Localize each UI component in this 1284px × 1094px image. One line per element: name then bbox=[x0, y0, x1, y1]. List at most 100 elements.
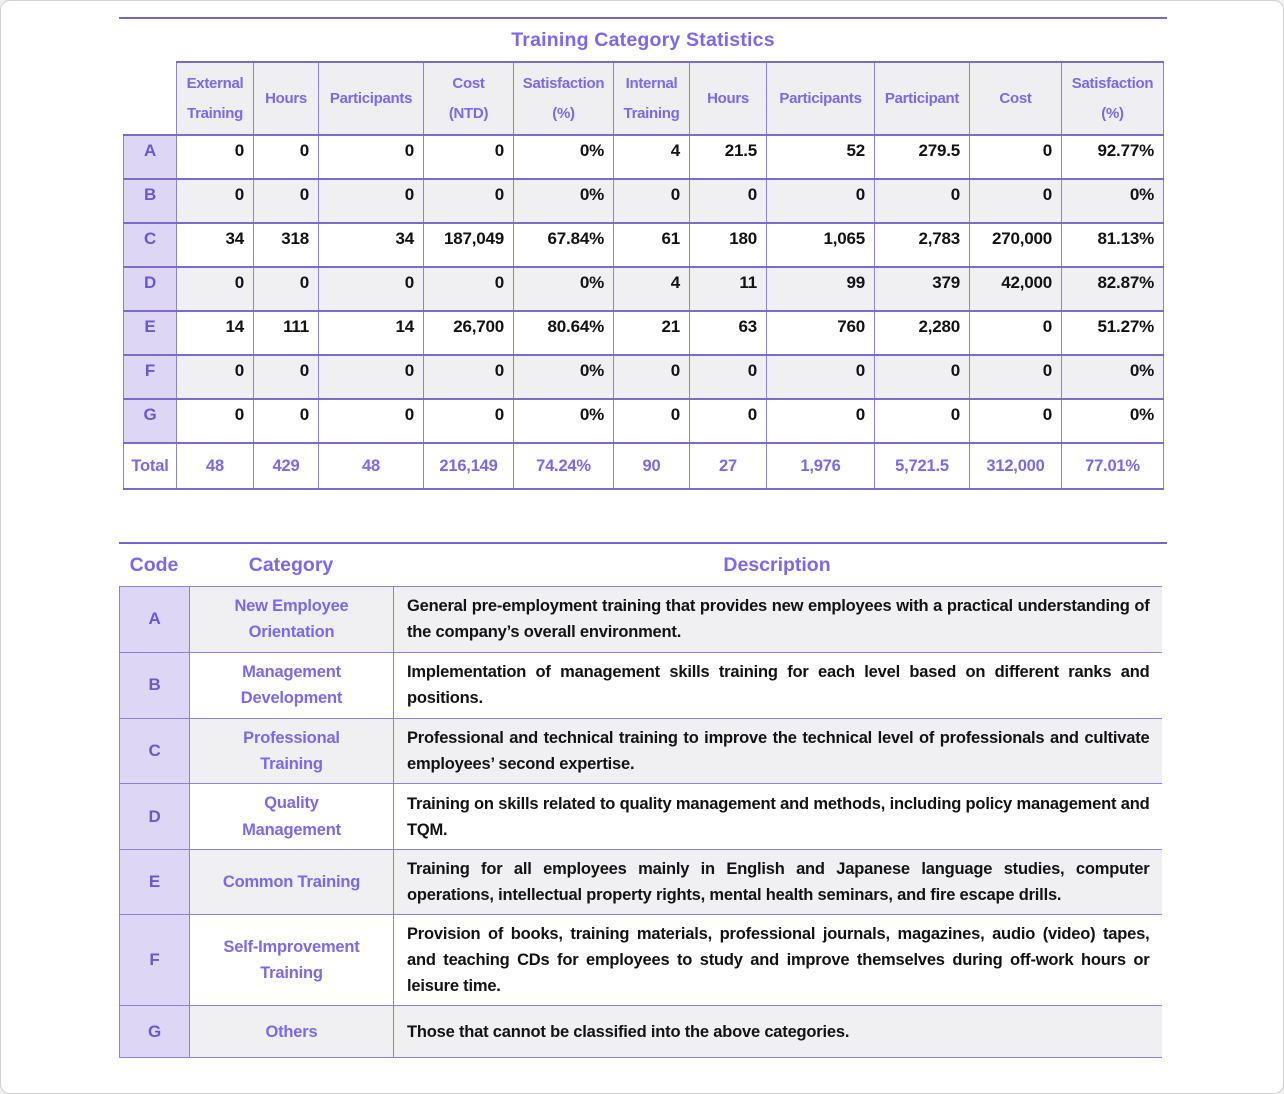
stats-cell: 0 bbox=[423, 178, 514, 224]
stats-cell: 0 bbox=[874, 178, 970, 224]
category-row: E Common Training Training for all employe… bbox=[119, 849, 1162, 916]
stats-cell: 0% bbox=[1061, 398, 1164, 444]
categories-header-code: Code bbox=[129, 553, 179, 576]
stats-cell: 0 bbox=[253, 178, 319, 224]
stats-row-label: C bbox=[123, 222, 177, 268]
category-row: G Others Those that cannot be classified i… bbox=[119, 1005, 1162, 1059]
stats-row-label: D bbox=[123, 266, 177, 312]
stats-cell: 111 bbox=[253, 310, 319, 356]
stats-header-cell: Participant bbox=[874, 61, 970, 136]
stats-cell: 52 bbox=[766, 134, 875, 180]
stats-header-cell: Participants bbox=[318, 61, 424, 136]
stats-cell: 0 bbox=[969, 178, 1062, 224]
stats-row: F 0 0 0 0 0% 0 0 0 0 0 0% bbox=[123, 354, 1164, 400]
stats-row: C 34 318 34 187,049 67.84% 61 180 1,065 2,783 270,… bbox=[123, 222, 1164, 268]
category-code-cell: C bbox=[119, 717, 190, 785]
category-description-cell: Implementation of management skills trai… bbox=[393, 651, 1162, 719]
category-description-cell: Training for all employees mainly in Eng… bbox=[393, 849, 1162, 916]
section-divider bbox=[119, 542, 1167, 544]
stats-total-cell: 1,976 bbox=[766, 442, 875, 490]
stats-cell: 0 bbox=[253, 266, 319, 312]
stats-row: G 0 0 0 0 0% 0 0 0 0 0 0% bbox=[123, 398, 1164, 444]
stats-cell: 270,000 bbox=[969, 222, 1062, 268]
stats-cell: 0 bbox=[318, 398, 424, 444]
stats-cell: 14 bbox=[318, 310, 424, 356]
stats-table: External Training Hours Participants Cost (NT… bbox=[123, 61, 1164, 490]
stats-header-cell: Cost bbox=[969, 61, 1062, 136]
stats-cell: 0 bbox=[689, 398, 767, 444]
stats-cell: 0 bbox=[689, 354, 767, 400]
stats-cell: 1,065 bbox=[766, 222, 875, 268]
stats-row-label: E bbox=[123, 310, 177, 356]
stats-header-row: External Training Hours Participants Cost (NT… bbox=[123, 61, 1164, 136]
stats-row: B 0 0 0 0 0% 0 0 0 0 0 0% bbox=[123, 178, 1164, 224]
stats-cell: 81.13% bbox=[1061, 222, 1164, 268]
stats-header-cell: Cost (NTD) bbox=[423, 61, 514, 136]
categories-header: Code Category Description bbox=[119, 544, 1167, 586]
stats-row-label: G bbox=[123, 398, 177, 444]
stats-total-cell: 216,149 bbox=[423, 442, 514, 490]
stats-row: A 0 0 0 0 0% 4 21.5 52 279.5 0 92.77% bbox=[123, 134, 1164, 180]
stats-cell: 0 bbox=[176, 398, 254, 444]
stats-cell: 187,049 bbox=[423, 222, 514, 268]
stats-cell: 0 bbox=[766, 178, 875, 224]
stats-row-label: B bbox=[123, 178, 177, 224]
stats-row: E 14 111 14 26,700 80.64% 21 63 760 2,280 0 51.27% bbox=[123, 310, 1164, 356]
stats-cell: 0 bbox=[874, 398, 970, 444]
stats-header-cell: Participants bbox=[766, 61, 875, 136]
stats-cell: 67.84% bbox=[513, 222, 614, 268]
category-description-cell: Provision of books, training materials, … bbox=[393, 914, 1162, 1007]
stats-header-cell: External Training bbox=[176, 61, 254, 136]
stats-cell: 318 bbox=[253, 222, 319, 268]
category-name-cell: Professional Training bbox=[189, 717, 394, 785]
stats-header: External Training Hours Participants Cost (NT… bbox=[123, 61, 1164, 136]
category-row: D Quality Management Training on skills rel… bbox=[119, 783, 1162, 851]
category-row: F Self-Improvement Training Provision of bo… bbox=[119, 914, 1162, 1007]
category-description-cell: Professional and technical training to i… bbox=[393, 717, 1162, 785]
stats-cell: 0 bbox=[423, 266, 514, 312]
stats-cell: 0 bbox=[423, 134, 514, 180]
stats-total-cell: 48 bbox=[318, 442, 424, 490]
stats-cell: 14 bbox=[176, 310, 254, 356]
stats-cell: 2,280 bbox=[874, 310, 970, 356]
stats-cell: 11 bbox=[689, 266, 767, 312]
categories-body: A New Employee Orientation General pre-empl… bbox=[119, 586, 1162, 1059]
category-name-cell: Self-Improvement Training bbox=[189, 914, 394, 1007]
stats-header-cell: Hours bbox=[689, 61, 767, 136]
stats-body: A 0 0 0 0 0% 4 21.5 52 279.5 0 92.77% B 0 0 0 0 0% 0 0 0 0 0 0%… bbox=[123, 134, 1164, 490]
category-row: A New Employee Orientation General pre-empl… bbox=[119, 586, 1162, 653]
stats-cell: 0 bbox=[766, 354, 875, 400]
category-description-cell: Those that cannot be classified into the… bbox=[393, 1005, 1162, 1059]
stats-cell: 99 bbox=[766, 266, 875, 312]
category-row: C Professional Training Professional and te… bbox=[119, 717, 1162, 785]
stats-total-cell: 5,721.5 bbox=[874, 442, 970, 490]
stats-header-cell: Hours bbox=[253, 61, 319, 136]
stats-cell: 0 bbox=[874, 354, 970, 400]
stats-cell: 21 bbox=[613, 310, 690, 356]
stats-cell: 0 bbox=[969, 398, 1062, 444]
stats-cell: 760 bbox=[766, 310, 875, 356]
stats-header-cell: Satisfaction (%) bbox=[513, 61, 614, 136]
stats-cell: 34 bbox=[176, 222, 254, 268]
stats-total-row: Total 48 429 48 216,149 74.24% 90 27 1,976 5,721.… bbox=[123, 442, 1164, 490]
stats-cell: 0 bbox=[318, 134, 424, 180]
stats-cell: 0% bbox=[513, 266, 614, 312]
stats-cell: 0 bbox=[318, 354, 424, 400]
stats-cell: 63 bbox=[689, 310, 767, 356]
stats-row-label: F bbox=[123, 354, 177, 400]
stats-cell: 0% bbox=[1061, 354, 1164, 400]
stats-cell: 80.64% bbox=[513, 310, 614, 356]
stats-total-cell: 429 bbox=[253, 442, 319, 490]
stats-total-cell: 312,000 bbox=[969, 442, 1062, 490]
stats-row: D 0 0 0 0 0% 4 11 99 379 42,000 82.87% bbox=[123, 266, 1164, 312]
category-description-cell: Training on skills related to quality ma… bbox=[393, 783, 1162, 851]
stats-cell: 379 bbox=[874, 266, 970, 312]
stats-row-label: A bbox=[123, 134, 177, 180]
stats-cell: 0 bbox=[969, 354, 1062, 400]
stats-cell: 4 bbox=[613, 134, 690, 180]
stats-cell: 0 bbox=[176, 134, 254, 180]
category-name-cell: Others bbox=[189, 1005, 394, 1059]
categories-table: A New Employee Orientation General pre-empl… bbox=[119, 586, 1162, 1059]
stats-cell: 61 bbox=[613, 222, 690, 268]
